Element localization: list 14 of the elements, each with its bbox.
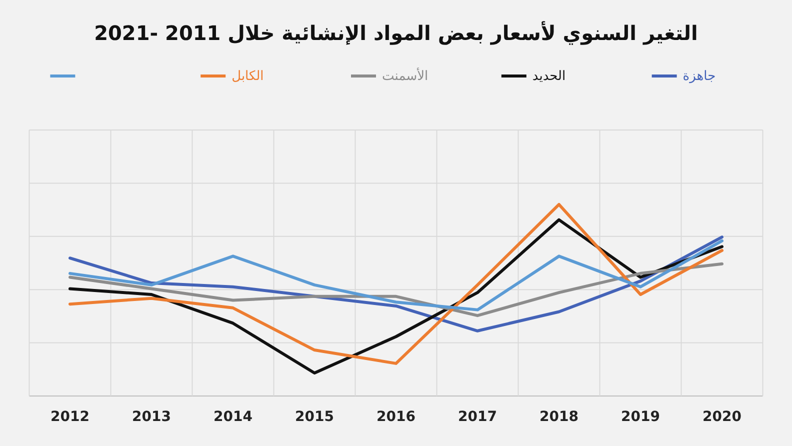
legend-label: الكابل	[232, 69, 264, 84]
legend-label: الحديد	[532, 69, 566, 84]
x-tick-label: 2012	[50, 409, 90, 425]
x-tick-label: 2018	[540, 409, 578, 425]
x-tick-label: 2015	[295, 409, 334, 425]
legend-label: جاهزة	[682, 69, 716, 84]
x-tick-label: 2016	[376, 409, 416, 425]
x-tick-label: 2013	[132, 409, 171, 425]
x-tick-label: 2020	[702, 409, 742, 425]
x-tick-label: 2014	[214, 409, 253, 425]
x-tick-label: 2017	[458, 409, 497, 425]
chart-title: التغير السنوي لأسعار بعض المواد الإنشائية خلال 2011 -2021	[94, 21, 698, 45]
legend-label: الأسمنت	[382, 67, 428, 84]
x-tick-label: 2019	[621, 409, 660, 425]
